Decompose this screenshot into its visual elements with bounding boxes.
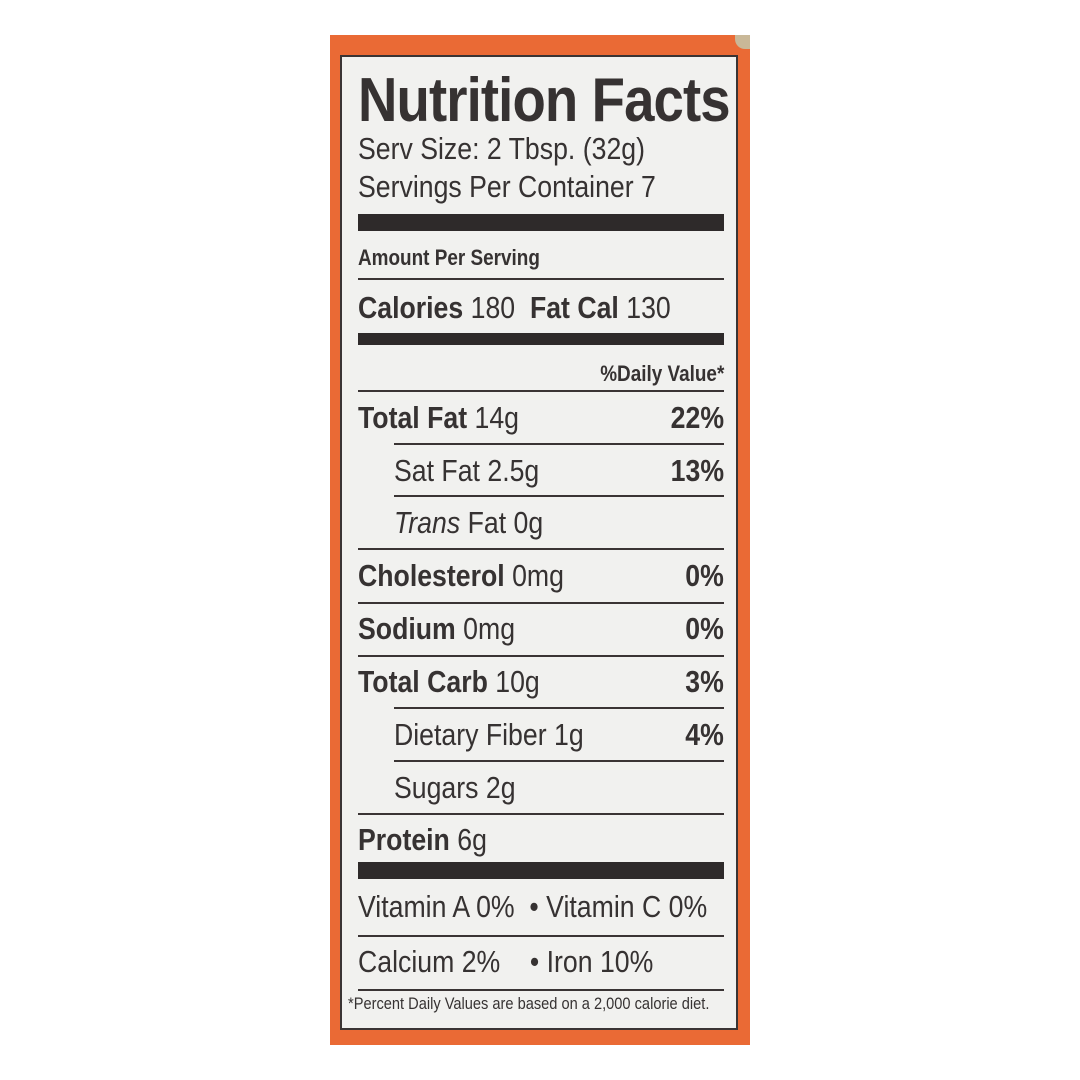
divider	[358, 935, 724, 937]
vitamins-row: Vitamin A 0% • Vitamin C 0%	[358, 884, 724, 930]
nutrient-row-protein: Protein 6g	[358, 822, 487, 857]
thick-divider	[358, 214, 724, 231]
nutrient-row-dietary-fiber: Dietary Fiber 1g 4%	[394, 717, 724, 752]
package-corner	[735, 35, 750, 49]
divider	[394, 760, 724, 762]
minerals-row: Calcium 2% • Iron 10%	[358, 939, 724, 985]
servings-wrap: Servings Per Container 7	[358, 169, 724, 205]
nutrient-row-sat-fat: Sat Fat 2.5g 13%	[394, 453, 724, 488]
divider	[358, 813, 724, 815]
footnote: *Percent Daily Values are based on a 2,0…	[348, 994, 710, 1013]
label-title: Nutrition Facts	[358, 66, 731, 135]
nutrient-row-total-carb: Total Carb 10g 3%	[358, 664, 724, 699]
thick-divider	[358, 862, 724, 879]
label-title-wrap: Nutrition Facts	[358, 65, 731, 136]
divider	[358, 602, 724, 604]
divider	[358, 278, 724, 280]
divider	[358, 989, 724, 991]
nutrient-row-cholesterol: Cholesterol 0mg 0%	[358, 558, 724, 593]
vitamins-text: Vitamin A 0% • Vitamin C 0%	[358, 889, 708, 924]
amount-per-serving-row: Amount Per Serving	[358, 235, 724, 281]
divider	[358, 655, 724, 657]
nutrition-label: Nutrition Facts Serv Size: 2 Tbsp. (32g)…	[340, 55, 738, 1030]
divider	[394, 443, 724, 445]
divider	[358, 548, 724, 550]
nutrient-row-trans-fat: Trans Fat 0g	[394, 505, 544, 540]
serving-size: Serv Size: 2 Tbsp. (32g)	[358, 131, 645, 166]
nutrient-row-total-fat: Total Fat 14g 22%	[358, 400, 724, 435]
divider	[394, 707, 724, 709]
calories: Calories 180 Fat Cal 130	[358, 290, 671, 325]
minerals-text: Calcium 2% • Iron 10%	[358, 944, 654, 979]
daily-value-header: %Daily Value*	[599, 361, 724, 386]
medium-divider	[358, 333, 724, 345]
divider	[394, 495, 724, 497]
servings-per-container: Servings Per Container 7	[358, 169, 656, 204]
daily-value-row: %Daily Value*	[358, 351, 724, 397]
calories-row: Calories 180 Fat Cal 130	[358, 285, 724, 331]
nutrient-row-sugars: Sugars 2g	[394, 770, 516, 805]
amount-per-serving: Amount Per Serving	[358, 245, 540, 270]
nutrient-row-sodium: Sodium 0mg 0%	[358, 611, 724, 646]
serving-size-wrap: Serv Size: 2 Tbsp. (32g)	[358, 131, 724, 167]
divider	[358, 390, 724, 392]
